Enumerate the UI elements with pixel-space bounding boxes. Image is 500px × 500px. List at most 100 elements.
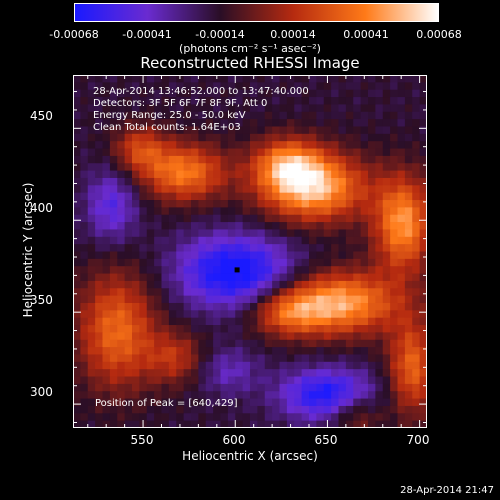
heatmap-cell xyxy=(272,398,280,407)
heatmap-cell xyxy=(235,332,244,341)
heatmap-cell xyxy=(95,339,103,348)
heatmap-cell xyxy=(331,258,339,267)
heatmap-cell xyxy=(397,376,406,385)
heatmap-cell xyxy=(139,97,148,105)
heatmap-cell xyxy=(117,126,126,135)
heatmap-cell xyxy=(220,119,229,127)
heatmap-cell xyxy=(235,89,244,98)
heatmap-cell xyxy=(80,325,89,333)
heatmap-cell xyxy=(419,200,427,208)
heatmap-cell xyxy=(353,244,362,252)
heatmap-cell xyxy=(375,376,384,385)
heatmap-cell xyxy=(205,391,214,399)
heatmap-cell xyxy=(235,97,244,105)
heatmap-cell xyxy=(161,405,170,414)
heatmap-cell xyxy=(382,266,391,274)
heatmap-cell xyxy=(331,126,339,135)
heatmap-cell xyxy=(146,192,155,201)
heatmap-cell xyxy=(257,111,266,120)
heatmap-cell xyxy=(382,354,391,363)
heatmap-cell xyxy=(102,89,111,98)
heatmap-cell xyxy=(154,405,162,414)
heatmap-cell xyxy=(412,133,421,142)
heatmap-cell xyxy=(87,266,96,274)
heatmap-cell xyxy=(235,163,244,171)
heatmap-cell xyxy=(132,104,140,113)
heatmap-cell xyxy=(161,104,170,113)
heatmap-cell xyxy=(235,354,244,363)
heatmap-cell xyxy=(323,295,332,304)
heatmap-cell xyxy=(235,200,244,208)
heatmap-cell xyxy=(309,192,317,201)
heatmap-cell xyxy=(227,200,236,208)
heatmap-cell xyxy=(286,192,295,201)
heatmap-cell xyxy=(331,236,339,245)
heatmap-cell xyxy=(257,104,266,113)
heatmap-cell xyxy=(353,325,362,333)
heatmap-cell xyxy=(73,141,81,149)
heatmap-cell xyxy=(272,302,280,311)
heatmap-cell xyxy=(227,391,236,399)
heatmap-cell xyxy=(375,317,384,326)
heatmap-cell xyxy=(345,141,354,149)
heatmap-cell xyxy=(87,405,96,414)
heatmap-cell xyxy=(375,295,384,304)
heatmap-cell xyxy=(117,185,126,194)
heatmap-cell xyxy=(109,119,118,127)
heatmap-cell xyxy=(73,280,81,289)
heatmap-cell xyxy=(117,339,126,348)
heatmap-cell xyxy=(117,104,126,113)
heatmap-cell xyxy=(382,295,391,304)
heatmap-cell xyxy=(250,317,258,326)
heatmap-cell xyxy=(109,155,118,164)
heatmap-cell xyxy=(154,119,162,127)
heatmap-cell xyxy=(80,141,89,149)
heatmap-cell xyxy=(213,391,221,399)
heatmap-cell xyxy=(316,163,325,171)
colorbar-tick-label: -0.00041 xyxy=(122,28,172,41)
heatmap-cell xyxy=(220,155,229,164)
heatmap-cell xyxy=(309,361,317,370)
heatmap-cell xyxy=(124,310,133,319)
heatmap-cell xyxy=(338,273,347,282)
heatmap-cell xyxy=(198,200,207,208)
heatmap-cell xyxy=(176,200,185,208)
heatmap-cell xyxy=(154,177,162,186)
heatmap-cell xyxy=(338,354,347,363)
heatmap-cell xyxy=(80,354,89,363)
heatmap-cell xyxy=(235,295,244,304)
heatmap-cell xyxy=(404,214,413,223)
heatmap-cell xyxy=(227,222,236,230)
heatmap-cell xyxy=(183,420,192,428)
heatmap-cell xyxy=(309,214,317,223)
heatmap-cell xyxy=(338,295,347,304)
heatmap-cell xyxy=(146,200,155,208)
heatmap-cell xyxy=(95,347,103,355)
heatmap-cell xyxy=(360,273,369,282)
heatmap-cell xyxy=(419,89,427,98)
heatmap-cell xyxy=(109,126,118,135)
heatmap-cell xyxy=(353,170,362,179)
heatmap-cell xyxy=(375,192,384,201)
heatmap-cell xyxy=(353,317,362,326)
heatmap-cell xyxy=(198,317,207,326)
heatmap-cell xyxy=(375,155,384,164)
heatmap-cell xyxy=(316,170,325,179)
peak-position-label: Position of Peak = [640,429] xyxy=(95,398,238,409)
heatmap-cell xyxy=(412,170,421,179)
heatmap-cell xyxy=(139,339,148,348)
heatmap-cell xyxy=(404,295,413,304)
heatmap-cell xyxy=(227,295,236,304)
heatmap-cell xyxy=(242,266,251,274)
heatmap-cell xyxy=(73,222,81,230)
heatmap-cell xyxy=(168,126,177,135)
heatmap-cell xyxy=(272,295,280,304)
heatmap-cell xyxy=(368,354,376,363)
heatmap-cell xyxy=(338,229,347,238)
heatmap-cell xyxy=(286,82,295,91)
heatmap-cell xyxy=(375,200,384,208)
heatmap-cell xyxy=(316,391,325,399)
heatmap-cell xyxy=(87,376,96,385)
heatmap-cell xyxy=(301,273,310,282)
heatmap-cell xyxy=(257,354,266,363)
